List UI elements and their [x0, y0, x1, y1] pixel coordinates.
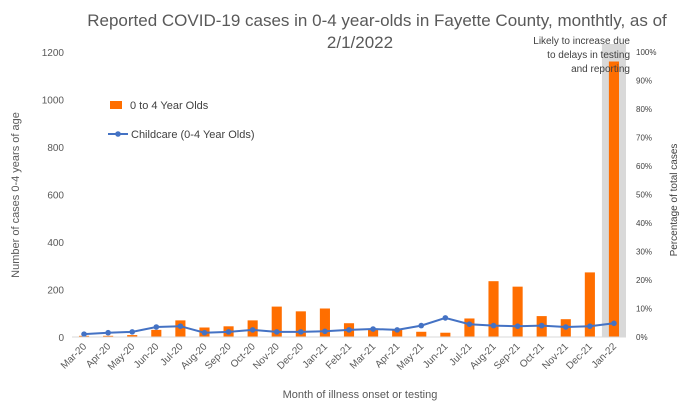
bar-jun-20	[151, 329, 162, 337]
bar-dec-20	[295, 311, 306, 337]
line-point-dec-21	[587, 323, 593, 329]
y2-axis-label: Percentage of total cases	[669, 144, 680, 257]
y-tick-label: 0	[58, 333, 64, 344]
x-tick-label: Sep-21	[492, 341, 523, 372]
y2-tick-label: 70%	[636, 134, 652, 143]
y2-tick-label: 0%	[636, 333, 648, 342]
bar-jan-21	[319, 308, 330, 337]
line-point-mar-21	[370, 326, 376, 332]
y2-tick-label: 50%	[636, 191, 652, 200]
y2-tick-label: 80%	[636, 105, 652, 114]
y2-tick-label: 10%	[636, 305, 652, 314]
bar-may-21	[416, 331, 427, 337]
x-tick-label: Jun-21	[421, 341, 451, 371]
bar-nov-20	[271, 306, 282, 337]
bar-jun-21	[440, 332, 451, 337]
line-point-aug-20	[201, 329, 208, 336]
bar-jan-22	[608, 61, 620, 337]
y-tick-label: 1200	[42, 48, 65, 59]
x-tick-label: Sep-20	[203, 341, 234, 372]
line-point-jan-22	[611, 320, 617, 327]
x-tick-label: Dec-20	[275, 341, 306, 372]
bar-mar-21	[368, 329, 379, 337]
line-point-oct-21	[538, 322, 545, 329]
line-point-aug-21	[490, 322, 497, 329]
x-tick-label: May-20	[106, 341, 138, 373]
y-tick-label: 1000	[42, 96, 65, 107]
y2-tick-label: 60%	[636, 162, 652, 171]
legend-line-label: Childcare (0-4 Year Olds)	[131, 129, 255, 141]
line-point-feb-21	[346, 327, 352, 333]
line-point-apr-20	[105, 329, 111, 336]
bar-may-20	[127, 335, 138, 337]
x-tick-label: Dec-21	[564, 341, 595, 372]
y-axis-label: Number of cases 0-4 years of age	[10, 112, 22, 278]
chart-title-line2: 2/1/2022	[327, 33, 393, 52]
line-point-oct-20	[249, 327, 256, 333]
x-tick-label: Jan-22	[590, 341, 620, 371]
annotation-line-3: and reporting	[571, 64, 630, 75]
line-layer	[81, 315, 617, 337]
legend: 0 to 4 Year Olds Childcare (0-4 Year Old…	[108, 100, 255, 141]
x-tick-label: May-21	[395, 341, 427, 373]
line-point-may-21	[418, 322, 425, 329]
chart-title-line1: Reported COVID-19 cases in 0-4 year-olds…	[87, 11, 667, 30]
y2-tick-label: 40%	[636, 219, 652, 228]
y2-tick-label: 30%	[636, 248, 652, 257]
line-point-sep-21	[514, 323, 521, 329]
y-tick-label: 800	[47, 143, 64, 154]
line-point-may-20	[129, 329, 136, 335]
y-tick-label: 600	[47, 191, 64, 202]
line-point-sep-20	[225, 329, 232, 335]
line-point-dec-20	[298, 329, 304, 335]
x-tick-label: Mar-20	[59, 341, 89, 371]
y2-tick-label: 20%	[636, 276, 652, 285]
annotation-line-1: Likely to increase due	[533, 36, 630, 47]
bar-jul-21	[464, 318, 475, 337]
highlight-annotation: Likely to increase due to delays in test…	[533, 36, 630, 75]
y-tick-label: 400	[47, 238, 64, 249]
line-point-jun-21	[442, 315, 449, 321]
x-tick-label: Mar-21	[348, 341, 378, 371]
legend-bar-label: 0 to 4 Year Olds	[130, 100, 209, 112]
line-point-jul-21	[466, 321, 473, 327]
line-point-mar-20	[81, 331, 87, 337]
x-tick-label: Jun-20	[132, 341, 162, 371]
x-axis-label: Month of illness onset or testing	[283, 389, 438, 401]
bar-dec-21	[584, 272, 595, 337]
bar-apr-20	[103, 335, 114, 337]
line-point-jan-21	[322, 328, 328, 335]
line-point-apr-21	[394, 327, 400, 333]
bar-apr-21	[392, 329, 403, 337]
legend-bar-swatch	[110, 101, 122, 109]
y2-tick-label: 90%	[636, 77, 652, 86]
bar-sep-21	[512, 286, 523, 337]
line-point-jul-20	[177, 323, 184, 329]
line-point-jun-20	[153, 324, 160, 330]
legend-line-marker	[115, 131, 121, 137]
line-point-nov-20	[273, 329, 280, 335]
line-point-nov-21	[562, 324, 569, 330]
y-tick-label: 200	[47, 286, 64, 297]
annotation-line-2: to delays in testing	[547, 50, 630, 61]
y2-tick-label: 100%	[636, 48, 656, 57]
bar-aug-21	[488, 281, 499, 337]
